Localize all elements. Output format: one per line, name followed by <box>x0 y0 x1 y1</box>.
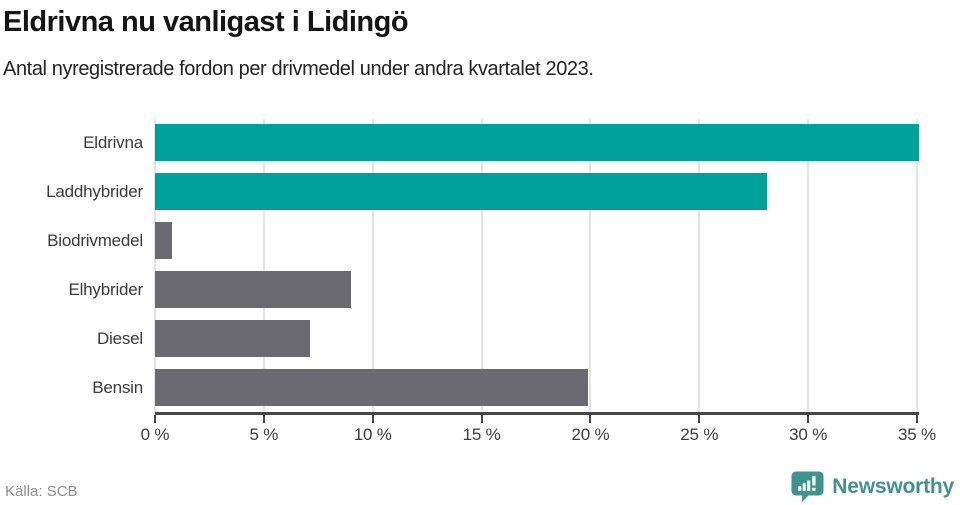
x-axis-tick <box>154 415 156 423</box>
brand-name: Newsworthy <box>832 475 954 498</box>
category-label: Biodrivmedel <box>47 230 143 250</box>
x-axis-tick <box>480 415 483 423</box>
x-axis-tick <box>371 415 374 423</box>
bar-diesel <box>155 320 310 357</box>
brand-logo: Newsworthy <box>791 471 954 503</box>
x-axis-tick <box>262 415 265 423</box>
x-axis-tick <box>916 415 918 423</box>
gridline <box>807 119 810 412</box>
gridline <box>916 119 918 412</box>
source-attribution: Källa: SCB <box>5 483 78 500</box>
gridline <box>154 119 156 412</box>
category-label: Diesel <box>96 328 143 348</box>
category-label: Laddhybrider <box>46 181 143 201</box>
x-axis-tick-label: 0 % <box>140 425 170 444</box>
category-label: Bensin <box>92 377 143 397</box>
bar-biodrivmedel <box>155 222 173 259</box>
x-axis-line <box>155 412 919 415</box>
x-axis-tick-label: 25 % <box>680 425 719 444</box>
x-axis-tick <box>698 415 701 423</box>
gridline <box>371 119 374 412</box>
x-axis-tick <box>807 415 810 423</box>
gridline <box>698 119 701 412</box>
newsworthy-bubble-chart-icon <box>791 471 824 503</box>
chart-subtitle: Antal nyregistrerade fordon per drivmede… <box>3 58 594 80</box>
category-label: Elhybrider <box>68 279 143 299</box>
x-axis-tick-label: 20 % <box>571 425 610 444</box>
gridline <box>480 119 483 412</box>
x-axis-tick-label: 5 % <box>249 425 279 444</box>
x-axis-tick-label: 30 % <box>789 425 828 444</box>
bar-bensin <box>155 369 589 406</box>
x-axis-tick-label: 10 % <box>353 425 392 444</box>
x-axis-tick-label: 35 % <box>898 425 936 444</box>
gridline <box>589 119 592 412</box>
category-label: Eldrivna <box>83 132 143 152</box>
x-axis-tick <box>589 415 592 423</box>
bar-elhybrider <box>155 271 351 308</box>
x-axis-tick-label: 15 % <box>462 425 501 444</box>
bar-laddhybrider <box>155 173 767 210</box>
gridline <box>262 119 265 412</box>
bar-eldrivna <box>155 124 920 161</box>
chart-title: Eldrivna nu vanligast i Lidingö <box>3 6 409 38</box>
